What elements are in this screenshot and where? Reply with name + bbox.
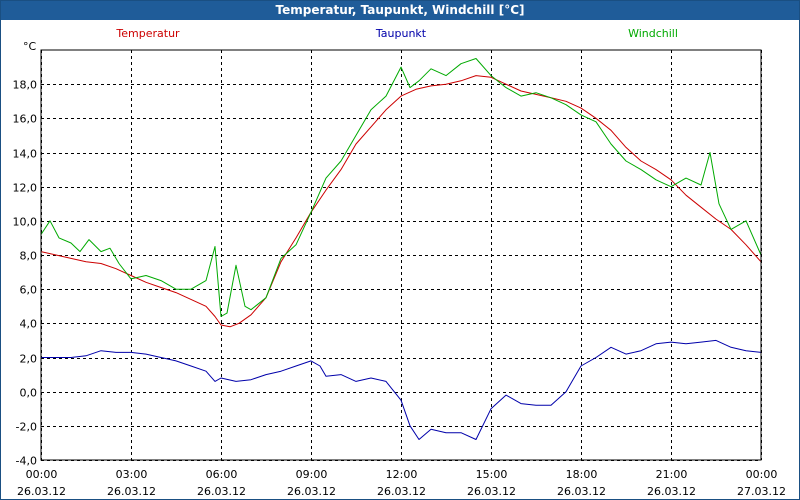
- x-tick-time: 00:00: [26, 468, 58, 481]
- legend: Temperatur Taupunkt Windchill: [115, 27, 678, 40]
- x-tick-date: 26.03.12: [377, 485, 426, 498]
- series-line-taupunkt: [41, 339, 762, 440]
- x-tick-time: 12:00: [386, 468, 418, 481]
- y-tick-label: 0,0: [20, 387, 38, 400]
- x-tick-time: 09:00: [296, 468, 328, 481]
- x-tick-date: 26.03.12: [197, 485, 246, 498]
- y-tick-label: 8,0: [20, 250, 38, 263]
- y-axis-unit-label: °C: [23, 40, 37, 53]
- y-tick-label: 6,0: [20, 284, 38, 297]
- y-tick-labels: -4,0 -2,0 0,0 2,0 4,0 6,0 8,0 10,0 12,0 14,0 16,0 1…: [13, 79, 38, 468]
- y-tick-label: 10,0: [13, 216, 38, 229]
- y-tick-label: 18,0: [13, 79, 38, 92]
- series-line-windchill: [40, 58, 762, 317]
- x-tick-date: 26.03.12: [647, 485, 696, 498]
- x-tick-time: 18:00: [566, 468, 598, 481]
- x-tick-time: 03:00: [116, 468, 148, 481]
- plot-border: [40, 49, 762, 461]
- series-group: [40, 58, 762, 440]
- x-tick-time: 15:00: [476, 468, 508, 481]
- series-line-temperatur: [40, 75, 762, 328]
- legend-item-temperatur: Temperatur: [115, 27, 180, 40]
- grid: [41, 50, 762, 461]
- y-tick-label: 12,0: [13, 182, 38, 195]
- x-tick-date: 27.03.12: [737, 485, 786, 498]
- x-tick-date: 26.03.12: [107, 485, 156, 498]
- y-tick-label: -4,0: [16, 455, 37, 468]
- y-tick-label: 16,0: [13, 113, 38, 126]
- y-tick-label: 2,0: [20, 353, 38, 366]
- x-tick-date: 26.03.12: [467, 485, 516, 498]
- chart-title: Temperatur, Taupunkt, Windchill [°C]: [1, 1, 799, 20]
- x-tick-time: 00:00: [746, 468, 778, 481]
- x-tick-time: 06:00: [206, 468, 238, 481]
- y-tick-label: 14,0: [13, 148, 38, 161]
- x-tick-labels: 00:00 26.03.12 03:00 26.03.12 06:00 26.03.12 0…: [17, 468, 786, 498]
- y-tick-label: -2,0: [16, 421, 37, 434]
- legend-item-taupunkt: Taupunkt: [375, 27, 427, 40]
- x-tick-date: 26.03.12: [557, 485, 606, 498]
- x-tick-time: 21:00: [656, 468, 688, 481]
- x-tick-date: 26.03.12: [287, 485, 336, 498]
- legend-item-windchill: Windchill: [628, 27, 678, 40]
- x-tick-date: 26.03.12: [17, 485, 66, 498]
- y-tick-label: 4,0: [20, 318, 38, 331]
